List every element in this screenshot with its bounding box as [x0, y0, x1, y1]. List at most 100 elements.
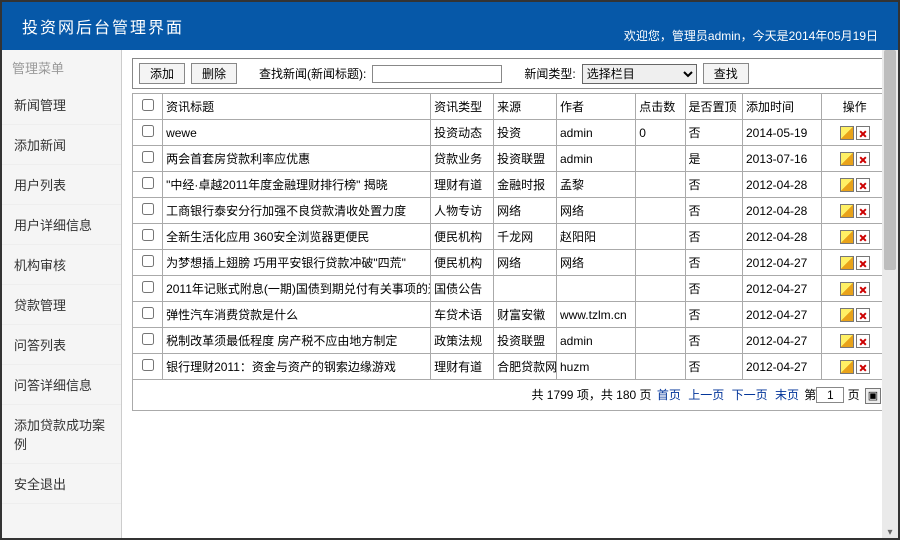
cell-source: 投资联盟 [494, 146, 557, 172]
table-row: 弹性汽车消费贷款是什么车贷术语财富安徽www.tzlm.cn否2012-04-2… [133, 302, 888, 328]
delete-icon[interactable] [856, 152, 870, 166]
sidebar-item-1[interactable]: 添加新闻 [2, 125, 121, 165]
delete-icon[interactable] [856, 360, 870, 374]
cell-ops [822, 120, 888, 146]
delete-icon[interactable] [856, 230, 870, 244]
table-row: 两会首套房贷款利率应优惠贷款业务投资联盟admin是2013-07-16 [133, 146, 888, 172]
row-checkbox[interactable] [142, 151, 154, 163]
cell-top: 否 [685, 172, 742, 198]
delete-icon[interactable] [856, 178, 870, 192]
pager-go-icon[interactable]: ▣ [865, 388, 881, 404]
edit-icon[interactable] [840, 230, 854, 244]
edit-icon[interactable] [840, 126, 854, 140]
pager: 共 1799 项，共 180 页 首页 上一页 下一页 末页 第 页 ▣ [132, 380, 888, 411]
edit-icon[interactable] [840, 152, 854, 166]
cell-author: 孟黎 [556, 172, 635, 198]
pager-page-input[interactable] [816, 387, 844, 403]
cell-source: 投资 [494, 120, 557, 146]
cell-hits [636, 276, 685, 302]
sidebar-item-3[interactable]: 用户详细信息 [2, 205, 121, 245]
cell-type: 理财有道 [431, 172, 494, 198]
cell-title: 税制改革须最低程度 房产税不应由地方制定 [163, 328, 431, 354]
cell-ops [822, 250, 888, 276]
edit-icon[interactable] [840, 256, 854, 270]
table-row: 银行理财2011：资金与资产的钢索边缘游戏理财有道合肥贷款网huzm否2012-… [133, 354, 888, 380]
pager-page-prefix: 第 [804, 388, 816, 402]
row-checkbox[interactable] [142, 177, 154, 189]
cell-date: 2012-04-27 [742, 354, 821, 380]
cell-ops [822, 198, 888, 224]
delete-icon[interactable] [856, 256, 870, 270]
pager-total-prefix: 共 [531, 388, 546, 402]
delete-button[interactable]: 删除 [191, 63, 237, 84]
cell-type: 车贷术语 [431, 302, 494, 328]
row-checkbox[interactable] [142, 359, 154, 371]
sidebar-item-5[interactable]: 贷款管理 [2, 285, 121, 325]
row-checkbox[interactable] [142, 125, 154, 137]
pager-pages-suffix: 页 [636, 388, 655, 402]
cell-top: 否 [685, 354, 742, 380]
sidebar-item-7[interactable]: 问答详细信息 [2, 365, 121, 405]
content: 添加 删除 查找新闻(新闻标题): 新闻类型: 选择栏目 查找 资讯标题 资讯类… [122, 50, 898, 538]
pager-first[interactable]: 首页 [657, 388, 681, 402]
edit-icon[interactable] [840, 282, 854, 296]
cell-date: 2012-04-27 [742, 302, 821, 328]
delete-icon[interactable] [856, 308, 870, 322]
sidebar-item-6[interactable]: 问答列表 [2, 325, 121, 365]
scrollbar[interactable]: ▴ ▾ [882, 50, 898, 538]
delete-icon[interactable] [856, 204, 870, 218]
edit-icon[interactable] [840, 360, 854, 374]
row-checkbox[interactable] [142, 333, 154, 345]
cell-title: 工商银行泰安分行加强不良贷款清收处置力度 [163, 198, 431, 224]
select-all-checkbox[interactable] [142, 99, 154, 111]
cell-date: 2012-04-27 [742, 328, 821, 354]
search-news-input[interactable] [372, 65, 502, 83]
cell-source: 千龙网 [494, 224, 557, 250]
edit-icon[interactable] [840, 178, 854, 192]
th-author: 作者 [556, 94, 635, 120]
row-checkbox[interactable] [142, 255, 154, 267]
news-type-select[interactable]: 选择栏目 [582, 64, 697, 84]
cell-title: 弹性汽车消费贷款是什么 [163, 302, 431, 328]
scroll-thumb[interactable] [884, 50, 896, 270]
search-button[interactable]: 查找 [703, 63, 749, 84]
add-button[interactable]: 添加 [139, 63, 185, 84]
edit-icon[interactable] [840, 204, 854, 218]
sidebar-item-8[interactable]: 添加贷款成功案例 [2, 405, 121, 464]
cell-date: 2013-07-16 [742, 146, 821, 172]
pager-next[interactable]: 下一页 [732, 388, 768, 402]
row-checkbox[interactable] [142, 281, 154, 293]
cell-hits [636, 302, 685, 328]
sidebar-item-9[interactable]: 安全退出 [2, 464, 121, 504]
toolbar: 添加 删除 查找新闻(新闻标题): 新闻类型: 选择栏目 查找 [132, 58, 888, 89]
delete-icon[interactable] [856, 126, 870, 140]
th-source: 来源 [494, 94, 557, 120]
th-hits: 点击数 [636, 94, 685, 120]
cell-author: 网络 [556, 198, 635, 224]
cell-title: "中经·卓越2011年度金融理财排行榜" 揭晓 [163, 172, 431, 198]
cell-date: 2012-04-28 [742, 198, 821, 224]
sidebar-item-0[interactable]: 新闻管理 [2, 85, 121, 125]
sidebar-item-4[interactable]: 机构审核 [2, 245, 121, 285]
scroll-down-icon[interactable]: ▾ [882, 527, 898, 538]
cell-date: 2012-04-27 [742, 276, 821, 302]
delete-icon[interactable] [856, 282, 870, 296]
table-row: 税制改革须最低程度 房产税不应由地方制定政策法规投资联盟admin否2012-0… [133, 328, 888, 354]
row-checkbox[interactable] [142, 307, 154, 319]
cell-top: 否 [685, 276, 742, 302]
cell-author: huzm [556, 354, 635, 380]
cell-source: 合肥贷款网 [494, 354, 557, 380]
delete-icon[interactable] [856, 334, 870, 348]
pager-prev[interactable]: 上一页 [688, 388, 724, 402]
edit-icon[interactable] [840, 308, 854, 322]
cell-author: www.tzlm.cn [556, 302, 635, 328]
cell-source: 投资联盟 [494, 328, 557, 354]
pager-last[interactable]: 末页 [775, 388, 799, 402]
cell-ops [822, 328, 888, 354]
cell-hits [636, 198, 685, 224]
row-checkbox[interactable] [142, 203, 154, 215]
edit-icon[interactable] [840, 334, 854, 348]
sidebar-item-2[interactable]: 用户列表 [2, 165, 121, 205]
row-checkbox[interactable] [142, 229, 154, 241]
cell-title: 全新生活化应用 360安全浏览器更便民 [163, 224, 431, 250]
